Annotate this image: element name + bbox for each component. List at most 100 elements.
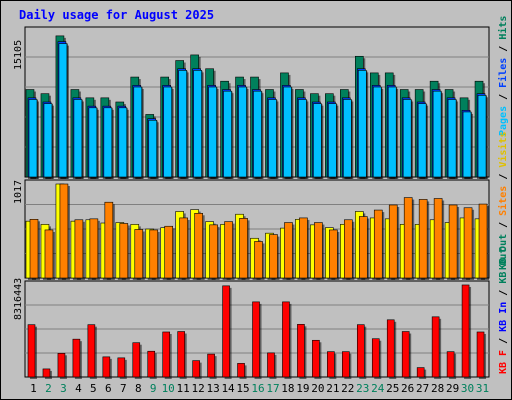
day-label-26: 26	[401, 382, 414, 395]
day-label-12: 12	[192, 382, 205, 395]
day-label-6: 6	[105, 382, 112, 395]
kbf-bar-day-15	[237, 363, 245, 378]
pages-bar-day-28	[432, 90, 442, 178]
sites-bar-day-24	[373, 209, 383, 279]
kbf-bar-day-31	[476, 331, 485, 378]
pages-bar-day-10	[163, 86, 173, 178]
pages-bar-day-19	[298, 99, 307, 178]
day-label-16: 16	[251, 382, 264, 395]
pages-bar-day-4	[73, 99, 83, 178]
pages-bar-day-13	[208, 86, 217, 178]
day-label-19: 19	[296, 382, 309, 395]
legend-sep-1: /	[498, 88, 509, 106]
pages-bar-day-24	[372, 86, 382, 178]
day-label-27: 27	[416, 382, 429, 395]
sites-bar-day-31	[478, 203, 488, 279]
legend-kbin: KB In	[498, 302, 509, 332]
panel-visitors	[24, 179, 490, 280]
legend-kbout-2: KB Out	[498, 234, 509, 270]
svg-text:KB Out / Sites / Visits: KB Out / Sites / Visits	[497, 132, 509, 270]
day-label-10: 10	[162, 382, 175, 395]
sites-bar-day-29	[448, 204, 458, 279]
sites-bar-day-8	[134, 229, 144, 279]
legend-pages: Pages	[498, 106, 509, 136]
legend-sep-3: /	[498, 216, 509, 234]
day-label-20: 20	[311, 382, 324, 395]
pages-bar-day-16	[253, 90, 262, 178]
day-label-14: 14	[221, 382, 235, 395]
pages-bar-day-23	[357, 70, 367, 178]
day-label-21: 21	[326, 382, 339, 395]
pages-bar-day-14	[223, 90, 232, 178]
kbf-bar-day-25	[386, 319, 395, 378]
legend-sites: Sites	[497, 186, 509, 216]
kbf-bar-day-9	[147, 350, 156, 378]
day-label-18: 18	[281, 382, 294, 395]
pages-bar-day-9	[148, 119, 158, 178]
sites-bar-day-20	[314, 222, 323, 279]
svg-text:Pages / Files / Hits: Pages / Files / Hits	[497, 16, 509, 136]
panel-requests-max-label: 15105	[13, 40, 24, 70]
day-label-23: 23	[356, 382, 369, 395]
panel-transfer	[24, 280, 490, 379]
pages-bar-day-30	[462, 111, 472, 178]
kbf-bar-day-20	[312, 339, 320, 378]
kbf-bar-day-17	[267, 352, 275, 378]
pages-bar-day-7	[118, 107, 128, 178]
kbf-bar-day-21	[327, 351, 335, 378]
day-label-11: 11	[177, 382, 190, 395]
kbf-bar-day-7	[117, 357, 126, 378]
kbf-bar-day-30	[461, 284, 470, 378]
kbf-bar-day-22	[342, 351, 350, 378]
kbf-bar-day-27	[416, 367, 425, 378]
day-label-28: 28	[431, 382, 444, 395]
kbf-bar-day-16	[252, 301, 260, 378]
day-label-2: 2	[45, 382, 52, 395]
day-label-24: 24	[371, 382, 385, 395]
kbf-bar-day-10	[162, 331, 171, 378]
kbf-bar-day-28	[431, 316, 440, 378]
pages-bar-day-31	[477, 95, 487, 178]
legend-visitors: KB Out / Sites / Visits	[497, 132, 509, 270]
day-label-22: 22	[341, 382, 354, 395]
day-label-8: 8	[135, 382, 142, 395]
kbf-bar-day-11	[177, 331, 185, 378]
pages-bar-day-21	[328, 103, 337, 178]
legend-sep-6: /	[498, 284, 509, 302]
pages-bar-day-6	[103, 107, 113, 178]
panel-requests	[24, 26, 490, 180]
pages-bar-day-8	[133, 86, 143, 178]
sites-bar-day-1	[29, 219, 39, 279]
kbf-bar-day-6	[102, 356, 111, 378]
sites-bar-day-3	[59, 183, 69, 279]
pages-bar-day-29	[447, 99, 457, 178]
pages-bar-day-15	[238, 86, 247, 178]
sites-bar-day-27	[418, 199, 428, 279]
x-axis-day-labels: 1 2 3 4 5 6 7 8 9 10 11 12 13 14 15 16 17 18 19 20 21 22 23 24 2…	[30, 382, 489, 395]
sites-bar-day-17	[269, 234, 278, 279]
sites-bar-day-12	[194, 212, 203, 279]
sites-bar-day-9	[149, 229, 159, 279]
kbf-bar-day-1	[27, 324, 36, 378]
sites-bar-day-5	[89, 218, 99, 279]
kbf-bar-day-24	[371, 338, 380, 378]
sites-bar-day-6	[104, 201, 114, 279]
sites-bar-day-22	[344, 219, 353, 279]
chart-title: Daily usage for August 2025	[19, 8, 214, 22]
sites-bar-day-28	[433, 198, 443, 279]
day-label-1: 1	[30, 382, 37, 395]
sites-bar-day-21	[329, 229, 338, 279]
legend-sep-5: /	[498, 332, 509, 350]
day-label-25: 25	[386, 382, 399, 395]
pages-bar-day-17	[268, 99, 277, 178]
sites-bar-day-13	[209, 224, 218, 279]
sites-bar-day-15	[239, 218, 248, 279]
kbf-bar-day-23	[356, 324, 365, 378]
pages-bar-day-11	[178, 70, 187, 178]
day-label-17: 17	[266, 382, 279, 395]
legend-sep-4: /	[498, 168, 509, 186]
pages-bar-day-20	[313, 103, 322, 178]
day-label-7: 7	[120, 382, 127, 395]
pages-bar-day-25	[387, 86, 397, 178]
sites-bar-day-30	[463, 207, 473, 279]
